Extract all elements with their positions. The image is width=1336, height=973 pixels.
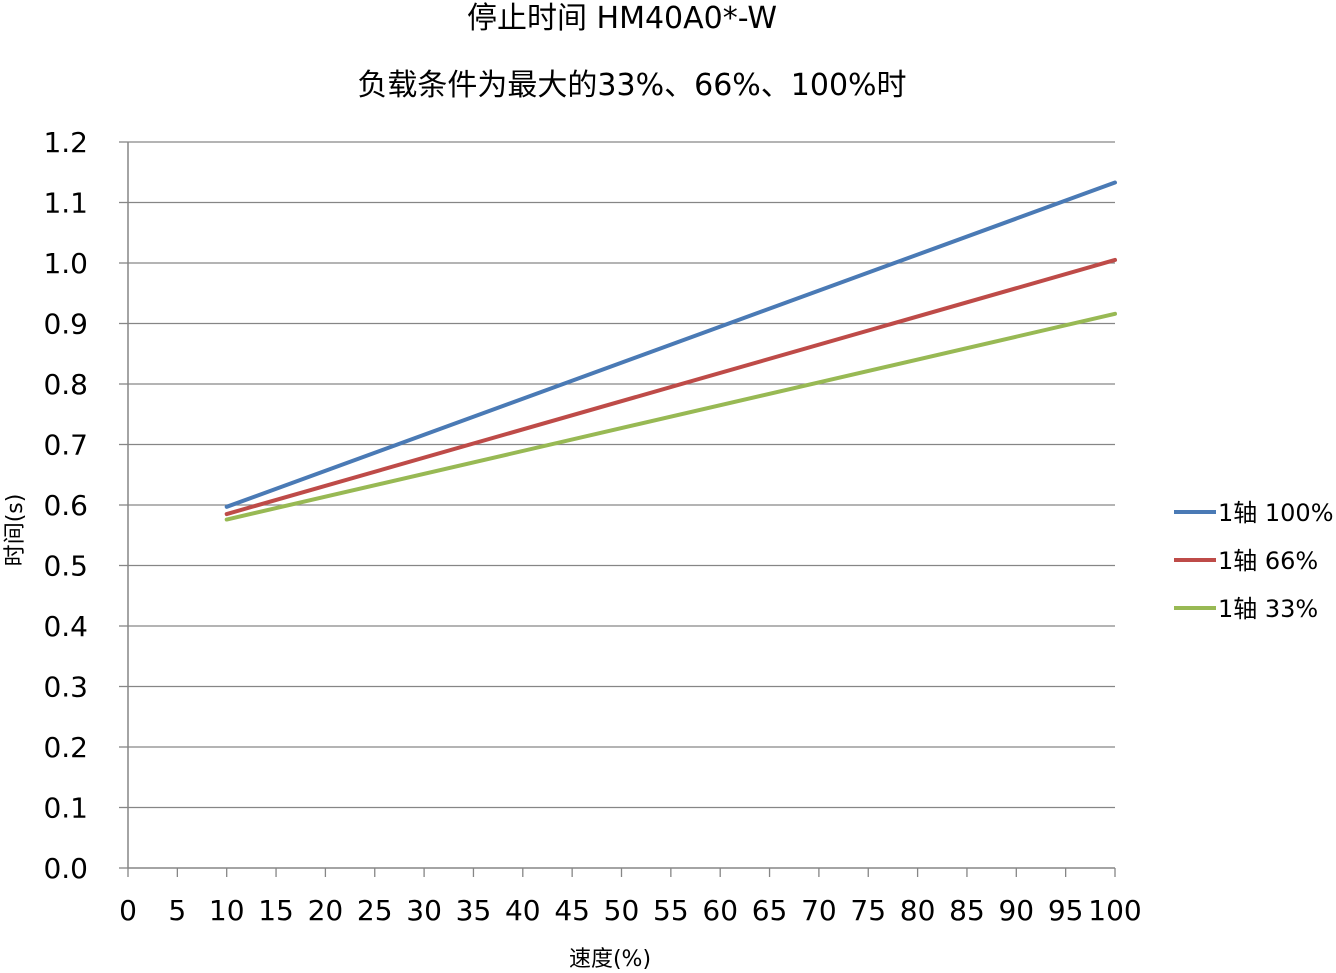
x-tick-label: 95 <box>1048 894 1084 927</box>
y-tick-label: 0.7 <box>43 429 88 462</box>
series-lines <box>224 180 1117 522</box>
y-tick-label: 0.4 <box>43 610 88 643</box>
x-tick-label: 30 <box>406 894 442 927</box>
y-tick-label: 1.0 <box>43 247 88 280</box>
x-tick-label: 40 <box>505 894 541 927</box>
y-tick-label: 0.1 <box>43 792 88 825</box>
y-tick-label: 0.3 <box>43 671 88 704</box>
x-tick-label: 10 <box>209 894 245 927</box>
x-tick-label: 60 <box>702 894 738 927</box>
chart-title: 停止时间 HM40A0*-W <box>467 1 777 36</box>
x-tick-label: 15 <box>258 894 294 927</box>
x-axis-label: 速度(%) <box>569 947 651 972</box>
y-tick-label: 0.9 <box>43 308 88 341</box>
y-tick-label: 1.2 <box>43 126 88 159</box>
y-axis-label: 时间(s) <box>3 494 28 567</box>
y-tick-label: 0.6 <box>43 489 88 522</box>
axes <box>127 142 1116 877</box>
y-tick-labels: 0.0 0.1 0.2 0.3 0.4 0.5 0.6 0.7 0.8 0.9 1.0 1.1 1.2 <box>43 126 88 885</box>
x-tick-labels: 0 5 10 15 20 25 30 35 40 45 50 55 60 65 70 75 80 85 90 95 10… <box>119 894 1142 927</box>
x-tick-label: 50 <box>604 894 640 927</box>
x-tick-label: 20 <box>308 894 344 927</box>
x-tick-label: 35 <box>456 894 492 927</box>
series-line-2 <box>224 311 1117 522</box>
legend-label-1: 1轴 66% <box>1218 547 1318 575</box>
x-tick-label: 75 <box>850 894 886 927</box>
series-line-0 <box>224 180 1117 509</box>
y-tick-label: 0.0 <box>43 852 88 885</box>
x-tick-label: 45 <box>554 894 590 927</box>
gridlines <box>119 141 1115 869</box>
legend-label-2: 1轴 33% <box>1218 595 1318 623</box>
x-tick-label: 70 <box>801 894 837 927</box>
x-tick-label: 0 <box>119 894 137 927</box>
x-tick-label: 80 <box>900 894 936 927</box>
y-tick-label: 0.8 <box>43 368 88 401</box>
y-tick-label: 1.1 <box>43 187 88 220</box>
y-tick-label: 0.2 <box>43 731 88 764</box>
y-tick-label: 0.5 <box>43 550 88 583</box>
x-tick-label: 5 <box>168 894 186 927</box>
x-tick-label: 90 <box>998 894 1034 927</box>
legend-label-0: 1轴 100% <box>1218 499 1334 527</box>
x-tick-label: 25 <box>357 894 393 927</box>
x-tick-label: 85 <box>949 894 985 927</box>
x-tick-label: 65 <box>752 894 788 927</box>
x-tick-label: 100 <box>1088 894 1141 927</box>
legend: 1轴 100% 1轴 66% 1轴 33% <box>1174 499 1334 623</box>
x-tick-label: 55 <box>653 894 689 927</box>
chart-subtitle: 负载条件为最大的33%、66%、100%时 <box>357 68 906 103</box>
series-line-1 <box>224 257 1117 517</box>
